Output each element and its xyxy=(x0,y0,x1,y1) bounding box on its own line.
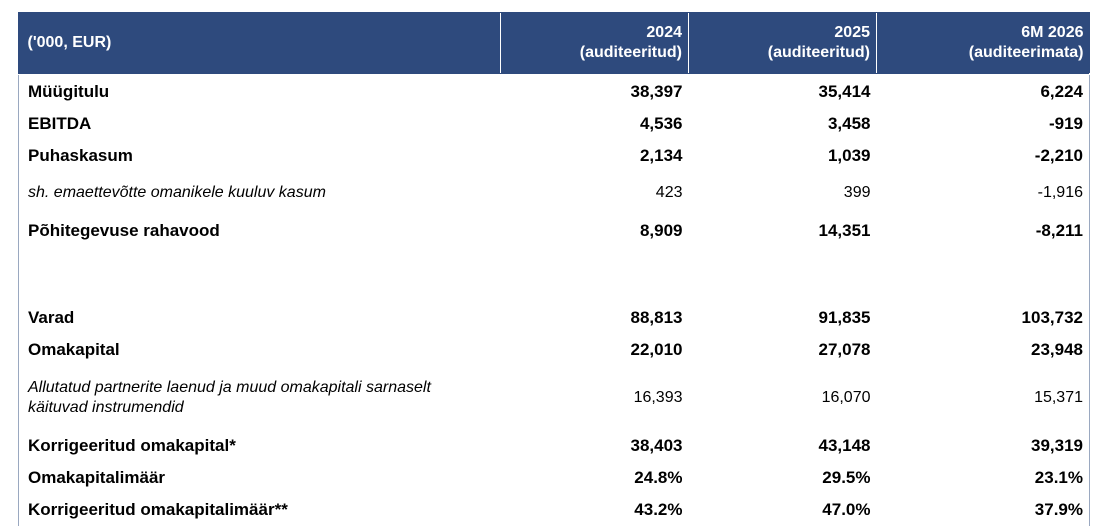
row-value: 423 xyxy=(655,184,683,201)
row-label: Omakapital xyxy=(18,334,501,366)
table-row-equity-ratio: Omakapitalimäär 24.8% 29.5% 23.1% xyxy=(18,462,1090,494)
header-col-2025: 2025 (auditeeritud) xyxy=(688,12,877,74)
row-value: 3,458 xyxy=(827,114,871,133)
row-value: 24.8% xyxy=(634,468,683,487)
header-unit-label: ('000, EUR) xyxy=(18,12,501,74)
row-value: -919 xyxy=(876,108,1090,140)
row-value: 43,148 xyxy=(818,436,871,455)
row-label: Puhaskasum xyxy=(18,140,501,172)
row-value: 23.1% xyxy=(876,462,1090,494)
table-row-adjusted-equity-ratio: Korrigeeritud omakapitalimäär** 43.2% 47… xyxy=(18,494,1090,526)
row-label: EBITDA xyxy=(18,108,501,140)
spacer-cell xyxy=(501,247,689,302)
row-value: 35,414 xyxy=(818,81,871,101)
row-value: 14,351 xyxy=(818,220,871,240)
row-value: 91,835 xyxy=(818,308,871,327)
table-body: Müügitulu 38,397 35,414 6,224 EBITDA 4,5… xyxy=(18,74,1090,526)
spacer-cell xyxy=(18,247,501,302)
header-col-2024: 2024 (auditeeritud) xyxy=(500,12,689,74)
row-value: 38,397 xyxy=(630,81,683,101)
header-row: ('000, EUR) 2024 (auditeeritud) 2025 (au… xyxy=(18,12,1090,74)
table-row-revenue: Müügitulu 38,397 35,414 6,224 xyxy=(18,74,1090,108)
row-value: 1,039 xyxy=(827,146,871,165)
table-row-equity: Omakapital 22,010 27,078 23,948 xyxy=(18,334,1090,366)
spacer-cell xyxy=(689,247,877,302)
table-row-spacer xyxy=(18,247,1090,302)
row-value: 22,010 xyxy=(630,340,683,359)
row-label: Korrigeeritud omakapitalimäär** xyxy=(18,494,501,526)
row-value: -2,210 xyxy=(876,140,1090,172)
header-col-year: 6M 2026 xyxy=(1021,23,1084,41)
header-col-note: (auditeerimata) xyxy=(968,43,1084,61)
row-value: 39,319 xyxy=(876,430,1090,462)
row-value: 43.2% xyxy=(634,500,683,519)
row-label: Müügitulu xyxy=(18,74,501,108)
table-row-ebitda: EBITDA 4,536 3,458 -919 xyxy=(18,108,1090,140)
header-col-note: (auditeeritud) xyxy=(579,43,682,61)
table-row-subordinated-loans: Allutatud partnerite laenud ja muud omak… xyxy=(18,366,1090,430)
table-row-parent-owners-profit: sh. emaettevõtte omanikele kuuluv kasum … xyxy=(18,172,1090,214)
row-value: 29.5% xyxy=(822,468,871,487)
row-value: 37.9% xyxy=(876,494,1090,526)
row-value: 16,070 xyxy=(821,389,871,406)
table-row-assets: Varad 88,813 91,835 103,732 xyxy=(18,302,1090,334)
table-row-adjusted-equity: Korrigeeritud omakapital* 38,403 43,148 … xyxy=(18,430,1090,462)
row-label: Korrigeeritud omakapital* xyxy=(18,430,501,462)
row-value: 399 xyxy=(843,184,871,201)
row-value: -8,211 xyxy=(876,214,1090,247)
row-value: 8,909 xyxy=(639,220,683,240)
row-label: Põhitegevuse rahavood xyxy=(18,214,501,247)
table-row-operating-cash-flow: Põhitegevuse rahavood 8,909 14,351 -8,21… xyxy=(18,214,1090,247)
row-label: sh. emaettevõtte omanikele kuuluv kasum xyxy=(18,172,501,214)
table-row-net-profit: Puhaskasum 2,134 1,039 -2,210 xyxy=(18,140,1090,172)
row-value: 38,403 xyxy=(630,436,683,455)
row-value: 88,813 xyxy=(630,308,683,327)
row-value: 15,371 xyxy=(876,366,1090,430)
financial-summary-table: ('000, EUR) 2024 (auditeeritud) 2025 (au… xyxy=(18,12,1090,526)
row-value: -1,916 xyxy=(876,172,1090,214)
row-value: 23,948 xyxy=(876,334,1090,366)
header-col-note: (auditeeritud) xyxy=(767,43,870,61)
row-value: 6,224 xyxy=(876,74,1090,108)
row-value: 16,393 xyxy=(633,389,683,406)
row-label: Allutatud partnerite laenud ja muud omak… xyxy=(18,366,501,430)
row-value: 27,078 xyxy=(818,340,871,359)
row-label: Varad xyxy=(18,302,501,334)
header-col-year: 2025 xyxy=(834,23,870,41)
row-value: 103,732 xyxy=(876,302,1090,334)
row-label: Omakapitalimäär xyxy=(18,462,501,494)
row-value: 4,536 xyxy=(639,114,683,133)
row-value: 47.0% xyxy=(822,500,871,519)
header-col-year: 2024 xyxy=(646,23,682,41)
header-col-6m-2026: 6M 2026 (auditeerimata) xyxy=(876,12,1090,74)
table-header: ('000, EUR) 2024 (auditeeritud) 2025 (au… xyxy=(18,12,1090,74)
row-value: 2,134 xyxy=(639,146,683,165)
spacer-cell xyxy=(876,247,1090,302)
